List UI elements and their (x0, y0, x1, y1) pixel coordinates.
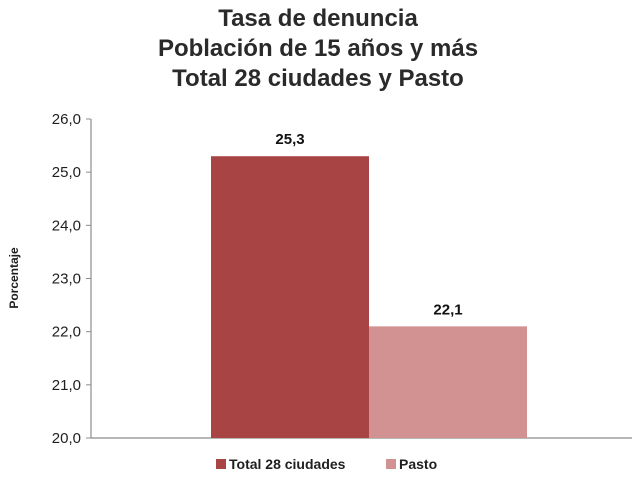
y-tick-label: 21,0 (52, 377, 81, 394)
y-tick-label: 23,0 (52, 271, 81, 288)
legend: Total 28 ciudades Pasto (216, 456, 437, 472)
legend-swatch-total-28-ciudades (216, 459, 226, 469)
legend-swatch-pasto (386, 459, 396, 469)
y-tick-label: 26,0 (52, 111, 81, 128)
legend-label-total-28-ciudades: Total 28 ciudades (229, 456, 346, 472)
y-tick-label: 24,0 (52, 217, 81, 234)
bar-value-label: 25,3 (275, 131, 304, 148)
y-axis-label: Porcentaje (7, 247, 21, 309)
bar-total-28-ciudades (211, 156, 369, 438)
chart-title-line-3: Total 28 ciudades y Pasto (172, 65, 464, 92)
y-tick-label: 20,0 (52, 430, 81, 447)
y-tick-label: 25,0 (52, 164, 81, 181)
chart-title-line-2: Población de 15 años y más (158, 35, 478, 62)
legend-label-pasto: Pasto (399, 456, 437, 472)
bar-value-label: 22,1 (433, 301, 462, 318)
chart-title-line-1: Tasa de denuncia (218, 5, 418, 32)
bar-pasto (369, 326, 527, 438)
plot-area: 20,0 21,0 22,0 23,0 24,0 25,0 26,0 25,3 22,1 (52, 111, 632, 447)
y-tick-label: 22,0 (52, 324, 81, 341)
